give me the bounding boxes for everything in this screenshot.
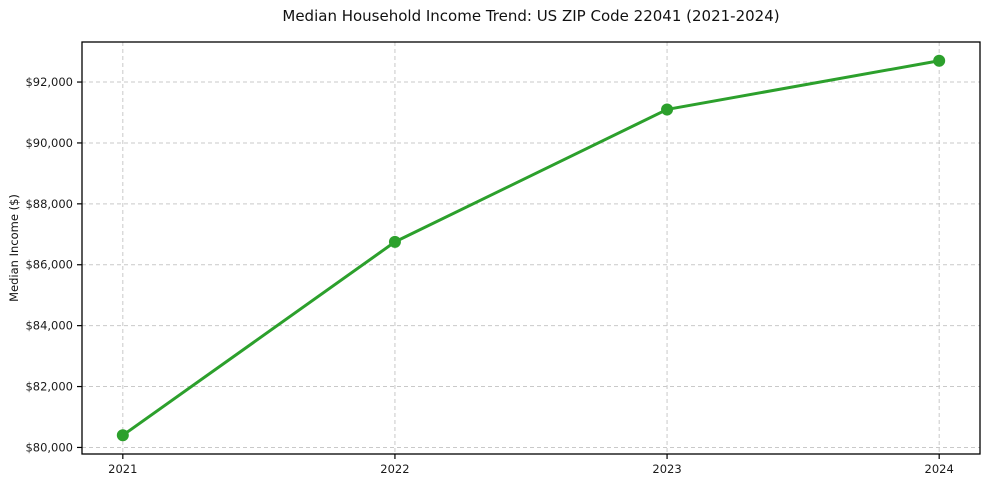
data-point-marker (661, 103, 674, 116)
y-tick-label: $80,000 (25, 440, 73, 454)
y-tick-label: $90,000 (25, 136, 73, 150)
y-tick-label: $86,000 (25, 258, 73, 272)
axes-frame (81, 41, 981, 455)
y-tick-label: $82,000 (25, 380, 73, 394)
y-tick-label: $88,000 (25, 197, 73, 211)
x-tick-label: 2024 (925, 462, 954, 476)
x-tick-label: 2023 (652, 462, 681, 476)
data-point-marker (933, 54, 946, 67)
trend-line (121, 59, 941, 437)
x-tick-label: 2021 (108, 462, 137, 476)
x-tick-label: 2022 (380, 462, 409, 476)
chart-title: Median Household Income Trend: US ZIP Co… (282, 7, 780, 25)
data-point-marker (116, 429, 129, 442)
y-tick-label: $92,000 (25, 75, 73, 89)
y-tick-label: $84,000 (25, 319, 73, 333)
data-point-marker (388, 235, 401, 248)
